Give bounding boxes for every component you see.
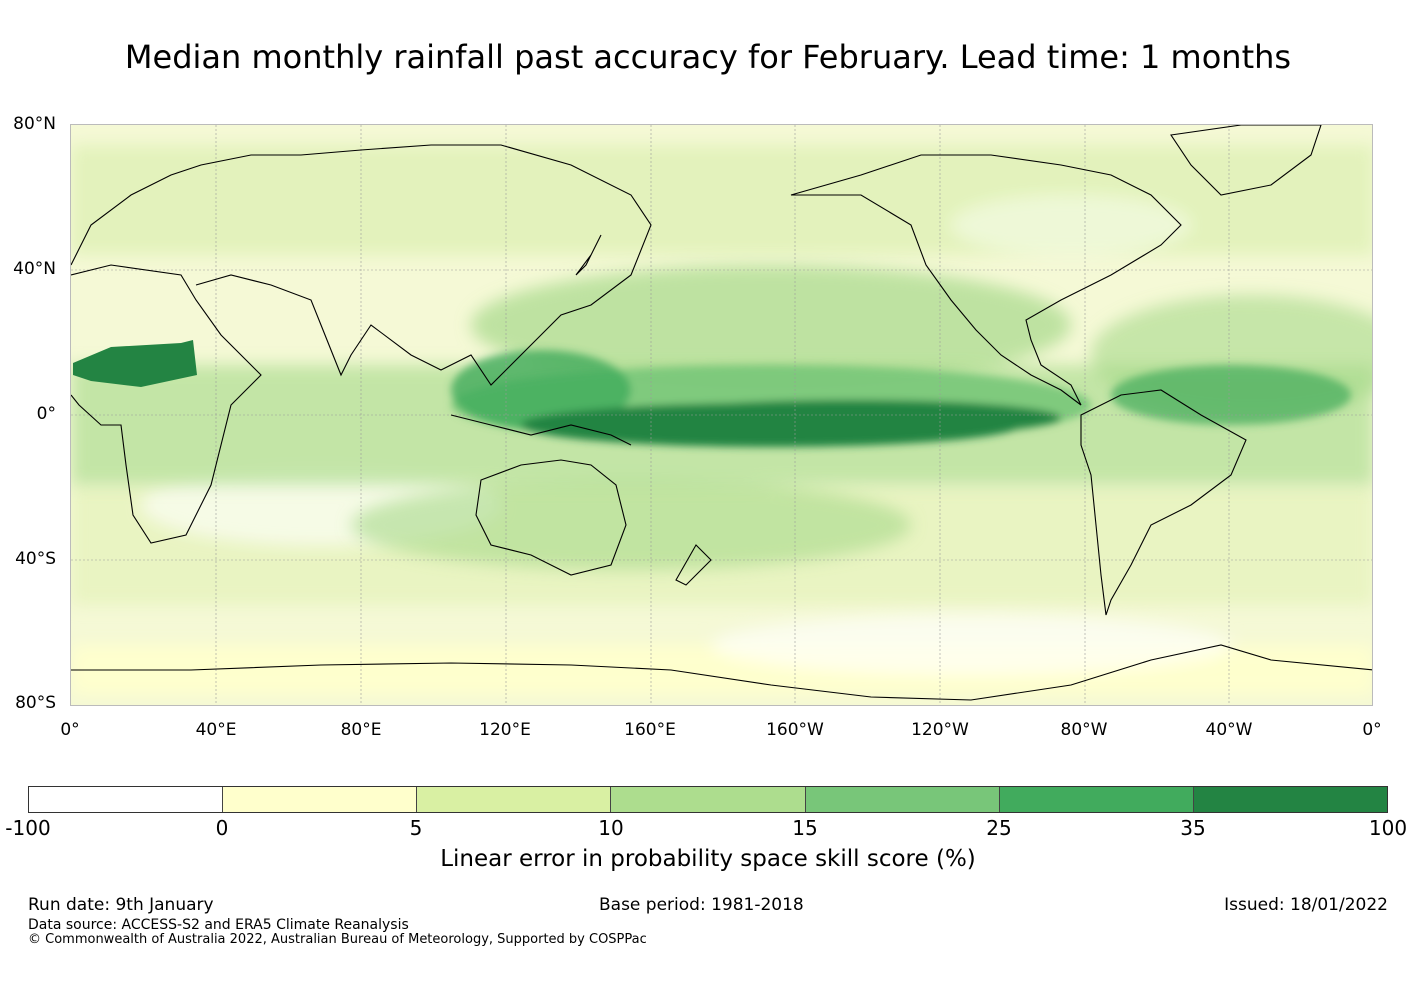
coast-indonesia — [450, 414, 632, 446]
coast-australia — [475, 459, 627, 576]
lat-label-0: 0° — [36, 404, 56, 424]
colorbar-tick: 0 — [215, 816, 229, 840]
colorbar-segment — [804, 787, 999, 812]
coast-japan — [575, 234, 602, 276]
skill-field-high — [451, 350, 1351, 447]
lon-label-0-end: 0° — [1362, 720, 1382, 740]
coast-africa — [71, 264, 262, 544]
lon-label-80e: 80°E — [340, 720, 382, 740]
colorbar-tick: 35 — [1180, 816, 1206, 840]
lon-label-0: 0° — [60, 720, 80, 740]
coast-north-america — [790, 154, 1182, 406]
colorbar-tick: 25 — [986, 816, 1012, 840]
lat-label-80s: 80°S — [15, 693, 56, 713]
colorbar-segment — [29, 787, 223, 812]
skill-score-map — [70, 124, 1373, 706]
colorbar-tick: 10 — [598, 816, 624, 840]
chart-title: Median monthly rainfall past accuracy fo… — [124, 38, 1292, 76]
coast-europe-asia — [71, 144, 652, 386]
colorbar-segment — [610, 787, 805, 812]
colorbar-label: Linear error in probability space skill … — [440, 846, 976, 872]
coast-antarctica — [71, 644, 1372, 701]
base-period: Base period: 1981-2018 — [599, 895, 804, 915]
lon-label-40w: 40°W — [1205, 720, 1253, 740]
colorbar-segment — [998, 787, 1193, 812]
colorbar-tick: -100 — [5, 816, 51, 840]
colorbar — [28, 786, 1388, 813]
colorbar-tick: 5 — [409, 816, 423, 840]
lon-label-80w: 80°W — [1060, 720, 1108, 740]
lon-label-120w: 120°W — [911, 720, 969, 740]
lon-label-120e: 120°E — [479, 720, 531, 740]
colorbar-tick: 15 — [792, 816, 818, 840]
lat-label-40s: 40°S — [15, 549, 56, 569]
colorbar-segment — [222, 787, 417, 812]
colorbar-segment — [416, 787, 611, 812]
copyright: © Commonwealth of Australia 2022, Austra… — [28, 932, 647, 947]
coast-new-zealand — [675, 544, 712, 586]
lat-label-40n: 40°N — [13, 259, 56, 279]
sahara-high-skill-patch — [73, 340, 197, 387]
lat-label-80n: 80°N — [13, 114, 56, 134]
lon-label-40e: 40°E — [195, 720, 237, 740]
colorbar-segment — [1192, 787, 1387, 812]
data-source: Data source: ACCESS-S2 and ERA5 Climate … — [28, 917, 409, 933]
lon-label-160e: 160°E — [624, 720, 676, 740]
colorbar-tick: 100 — [1368, 816, 1408, 840]
coastlines — [71, 125, 1372, 701]
issued-date: Issued: 18/01/2022 — [1224, 895, 1388, 915]
lon-label-160w: 160°W — [766, 720, 824, 740]
coast-south-america — [1080, 389, 1247, 616]
coast-greenland — [1170, 125, 1322, 196]
graticule — [71, 125, 1372, 705]
run-date: Run date: 9th January — [28, 895, 214, 915]
